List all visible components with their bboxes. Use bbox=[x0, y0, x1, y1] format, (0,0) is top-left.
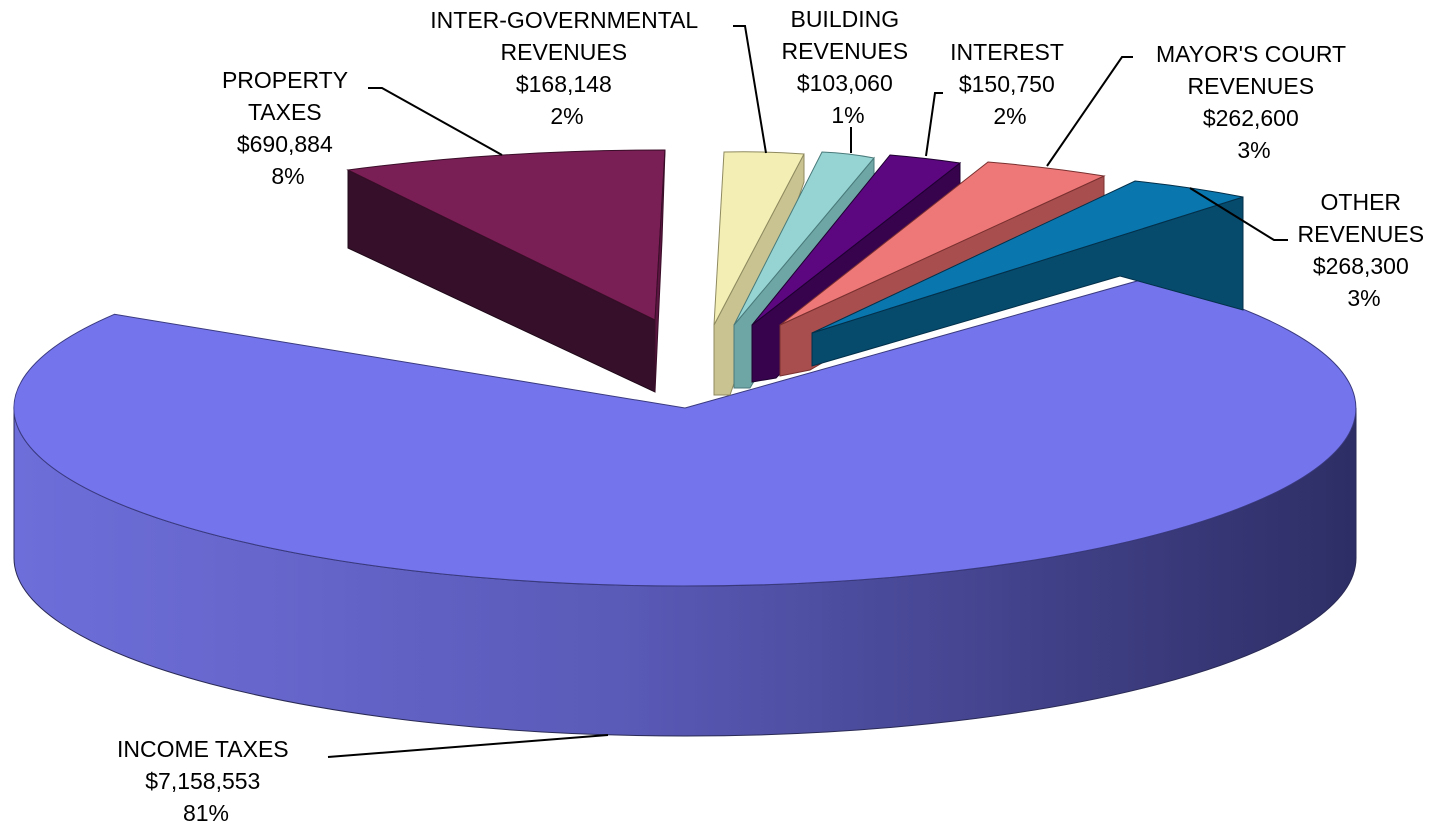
label-other-revenues-line: $268,300 bbox=[1313, 253, 1409, 279]
label-intergovernmental-line: $168,148 bbox=[516, 71, 612, 97]
slice-income-taxes bbox=[13, 278, 1357, 737]
slice-property-taxes-top bbox=[346, 149, 666, 321]
label-property-taxes-line: $690,884 bbox=[237, 131, 333, 157]
label-intergovernmental-line: 2% bbox=[550, 103, 583, 129]
label-other-revenues-line: OTHER bbox=[1321, 189, 1402, 215]
label-other-revenues-line: 3% bbox=[1347, 285, 1380, 311]
label-building-revenues-line: REVENUES bbox=[782, 38, 909, 64]
slice-interest-top bbox=[751, 154, 962, 326]
label-other-revenues: OTHER REVENUES $268,300 3% bbox=[1298, 189, 1431, 311]
label-mayors-court-line: REVENUES bbox=[1188, 73, 1315, 99]
leader-intergovernmental bbox=[733, 25, 767, 154]
label-intergovernmental: INTER-GOVERNMENTAL REVENUES $168,148 2% bbox=[430, 7, 703, 129]
slice-income-taxes-top bbox=[13, 278, 1357, 587]
label-building-revenues-line: 1% bbox=[831, 102, 864, 128]
label-interest-line: INTEREST bbox=[950, 39, 1064, 65]
label-income-taxes-line: 81% bbox=[183, 800, 229, 826]
label-income-taxes-line: $7,158,553 bbox=[145, 768, 260, 794]
label-intergovernmental-line: REVENUES bbox=[501, 39, 628, 65]
label-income-taxes: INCOME TAXES $7,158,553 81% bbox=[117, 736, 295, 826]
label-building-revenues-line: BUILDING bbox=[790, 6, 899, 32]
label-property-taxes-line: PROPERTY bbox=[222, 67, 348, 93]
slice-property-taxes-edge bbox=[654, 149, 666, 393]
leader-other-revenues bbox=[1189, 187, 1288, 241]
label-property-taxes: PROPERTY TAXES $690,884 8% bbox=[222, 67, 354, 189]
leader-income-taxes bbox=[327, 734, 609, 758]
leader-mayors-court bbox=[1046, 56, 1133, 167]
label-interest-line: 2% bbox=[993, 103, 1026, 129]
slice-mayors-court-top bbox=[779, 161, 1106, 326]
label-building-revenues-line: $103,060 bbox=[797, 70, 893, 96]
label-property-taxes-line: 8% bbox=[271, 163, 304, 189]
slice-intergovernmental-top bbox=[713, 151, 805, 326]
leader-interest bbox=[925, 92, 943, 157]
label-other-revenues-line: REVENUES bbox=[1298, 221, 1425, 247]
slice-property-taxes bbox=[346, 149, 666, 393]
label-income-taxes-line: INCOME TAXES bbox=[117, 736, 289, 762]
label-property-taxes-line: TAXES bbox=[248, 99, 322, 125]
slice-other-revenues bbox=[811, 180, 1244, 367]
label-mayors-court-line: 3% bbox=[1237, 137, 1270, 163]
slice-building-revenues-top bbox=[733, 151, 875, 326]
slice-other-revenues-top bbox=[811, 180, 1244, 334]
data-labels: INCOME TAXES $7,158,553 81% PROPERTY TAX… bbox=[117, 6, 1431, 826]
leader-property-taxes bbox=[368, 87, 503, 156]
label-building-revenues: BUILDING REVENUES $103,060 1% bbox=[782, 6, 915, 128]
label-intergovernmental-line: INTER-GOVERNMENTAL bbox=[430, 7, 698, 33]
label-interest-line: $150,750 bbox=[959, 71, 1055, 97]
leader-lines bbox=[327, 25, 1288, 758]
label-mayors-court: MAYOR'S COURT REVENUES $262,600 3% bbox=[1156, 41, 1352, 163]
label-mayors-court-line: MAYOR'S COURT bbox=[1156, 41, 1346, 67]
label-interest: INTEREST $150,750 2% bbox=[950, 39, 1070, 129]
label-mayors-court-line: $262,600 bbox=[1203, 105, 1299, 131]
